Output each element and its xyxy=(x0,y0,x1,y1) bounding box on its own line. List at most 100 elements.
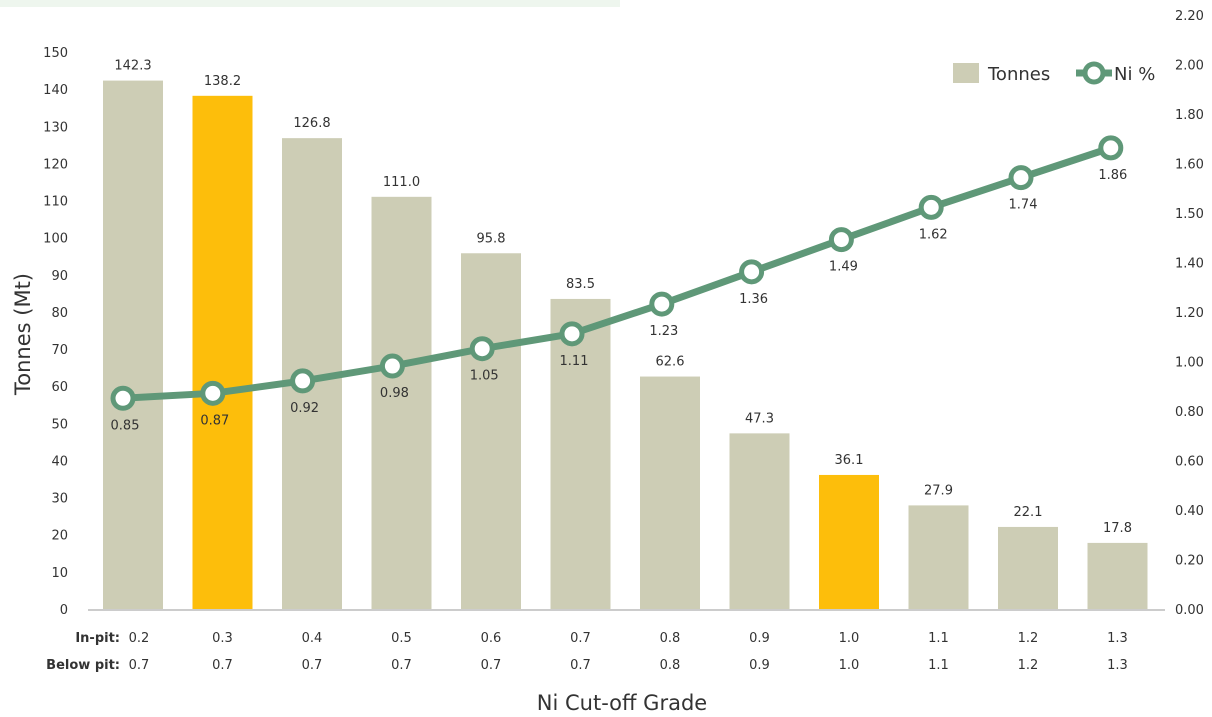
category-tick-label: 0.6 xyxy=(481,631,502,646)
right-axis-tick-label: 1.60 xyxy=(1175,158,1204,173)
category-tick-label: 0.7 xyxy=(302,658,323,673)
category-tick-label: 0.7 xyxy=(570,631,591,646)
left-axis-tick-label: 50 xyxy=(51,417,68,432)
ni-grade-marker xyxy=(739,259,765,285)
category-tick-label: 0.8 xyxy=(660,658,681,673)
ni-grade-value-label: 0.92 xyxy=(290,401,319,416)
tonnes-bar-value-label: 36.1 xyxy=(835,453,864,468)
ni-grade-value-label: 1.23 xyxy=(649,324,678,339)
category-row-label: Below pit: xyxy=(46,658,120,673)
right-axis-tick-label: 1.00 xyxy=(1175,356,1204,371)
ni-grade-marker xyxy=(649,291,675,317)
category-tick-label: 0.2 xyxy=(129,631,150,646)
category-tick-label: 0.5 xyxy=(391,631,412,646)
tonnes-bar-value-label: 95.8 xyxy=(477,231,506,246)
legend-ni-marker xyxy=(1082,61,1106,85)
tonnes-bar-value-label: 126.8 xyxy=(293,116,330,131)
left-axis-tick-label: 100 xyxy=(43,232,68,247)
ni-grade-marker xyxy=(469,336,495,362)
left-axis-tick-label: 130 xyxy=(43,120,68,135)
tonnes-bar-value-label: 138.2 xyxy=(204,74,241,89)
left-axis-tick-label: 40 xyxy=(51,454,68,469)
x-axis-title: Ni Cut-off Grade xyxy=(537,691,707,715)
left-axis-tick-label: 110 xyxy=(43,195,68,210)
category-tick-label: 0.9 xyxy=(749,658,770,673)
tonnes-bar xyxy=(461,253,521,609)
ni-grade-value-label: 0.98 xyxy=(380,386,409,401)
ni-grade-marker xyxy=(110,385,136,411)
ni-grade-value-label: 0.87 xyxy=(200,413,229,428)
right-axis-ticks: 0.00 0.20 0.40 0.60 0.80 1.00 1.20 1.40 1.50 1.60… xyxy=(1175,9,1204,618)
left-axis-tick-label: 20 xyxy=(51,529,68,544)
right-axis-tick-label: 1.50 xyxy=(1175,207,1204,222)
category-tick-label: 0.7 xyxy=(129,658,150,673)
tonnes-bar-value-label: 111.0 xyxy=(383,175,420,190)
legend: Tonnes Ni % xyxy=(953,61,1155,85)
ni-grade-marker xyxy=(379,353,405,379)
category-tick-label: 1.3 xyxy=(1107,631,1128,646)
left-axis-tick-label: 60 xyxy=(51,380,68,395)
tonnes-bars: 142.3 138.2 126.8 111.0 95.8 83.5 62.6 47.3 36.1… xyxy=(103,59,1148,610)
category-tick-label: 0.7 xyxy=(391,658,412,673)
legend-tonnes-label: Tonnes xyxy=(987,64,1050,85)
ni-grade-value-label: 1.36 xyxy=(739,292,768,307)
tonnes-bar-highlighted xyxy=(819,474,879,609)
right-axis-tick-label: 0.20 xyxy=(1175,554,1204,569)
right-axis-tick-label: 0.40 xyxy=(1175,504,1204,519)
ni-grade-value-label: 1.49 xyxy=(829,260,858,275)
tonnes-bar-value-label: 17.8 xyxy=(1103,521,1132,536)
category-tick-label: 1.1 xyxy=(928,631,949,646)
ni-grade-value-label: 1.62 xyxy=(919,227,948,242)
category-tick-label: 0.7 xyxy=(481,658,502,673)
tonnes-bar xyxy=(550,298,611,609)
ni-grade-line-path xyxy=(122,144,1112,402)
tonnes-bar-highlighted xyxy=(192,95,253,610)
category-tick-label: 0.7 xyxy=(570,658,591,673)
tonnes-bar xyxy=(640,376,700,609)
tonnes-bar-value-label: 27.9 xyxy=(924,483,953,498)
tonnes-bar-value-label: 142.3 xyxy=(114,59,151,74)
right-axis-tick-label: 0.00 xyxy=(1175,603,1204,618)
ni-grade-value-label: 0.85 xyxy=(111,418,140,433)
legend-tonnes-swatch xyxy=(953,63,979,83)
left-axis-tick-label: 90 xyxy=(51,269,68,284)
tonnes-bar xyxy=(371,196,432,609)
ni-grade-marker xyxy=(559,321,585,347)
ni-grade-marker xyxy=(1098,135,1124,161)
tonnes-bar-value-label: 22.1 xyxy=(1014,505,1043,520)
category-tick-label: 1.3 xyxy=(1107,658,1128,673)
right-axis-tick-label: 1.80 xyxy=(1175,108,1204,123)
ni-grade-marker xyxy=(918,194,944,220)
ni-grade-marker xyxy=(290,368,316,394)
category-labels: In-pit: 0.2 0.3 0.4 0.5 0.6 0.7 0.8 0.9 1.0 1.1 1.2… xyxy=(46,631,1128,673)
left-axis-tick-label: 0 xyxy=(60,603,68,618)
tonnes-bar-value-label: 83.5 xyxy=(566,277,595,292)
left-axis-ticks: 0 10 20 30 40 50 60 70 80 90 100 110 120 130 140 150 xyxy=(43,46,68,618)
left-axis-tick-label: 80 xyxy=(51,306,68,321)
ni-grade-value-label: 1.05 xyxy=(470,369,499,384)
tonnes-bar xyxy=(998,526,1058,609)
category-tick-label: 0.7 xyxy=(212,658,233,673)
category-tick-label: 1.0 xyxy=(839,658,860,673)
left-axis-tick-label: 10 xyxy=(51,566,68,581)
category-tick-label: 1.2 xyxy=(1018,631,1039,646)
right-axis-tick-label: 0.60 xyxy=(1175,455,1204,470)
ni-grade-value-label: 1.74 xyxy=(1009,198,1038,213)
left-axis-tick-label: 150 xyxy=(43,46,68,61)
right-axis-tick-label: 2.20 xyxy=(1175,9,1204,24)
ni-grade-marker xyxy=(1008,165,1034,191)
y-axis-title: Tonnes (Mt) xyxy=(11,273,35,396)
right-axis-tick-label: 0.80 xyxy=(1175,405,1204,420)
tonnes-bar xyxy=(1087,542,1148,609)
tonnes-bar-value-label: 62.6 xyxy=(656,355,685,370)
ni-grade-value-label: 1.11 xyxy=(560,354,589,369)
category-tick-label: 1.1 xyxy=(928,658,949,673)
category-tick-label: 0.9 xyxy=(749,631,770,646)
tonnes-bar xyxy=(908,505,969,609)
category-tick-label: 1.0 xyxy=(839,631,860,646)
category-tick-label: 0.8 xyxy=(660,631,681,646)
right-axis-tick-label: 1.20 xyxy=(1175,306,1204,321)
category-row-label: In-pit: xyxy=(75,631,120,646)
tonnes-bar xyxy=(729,433,790,609)
